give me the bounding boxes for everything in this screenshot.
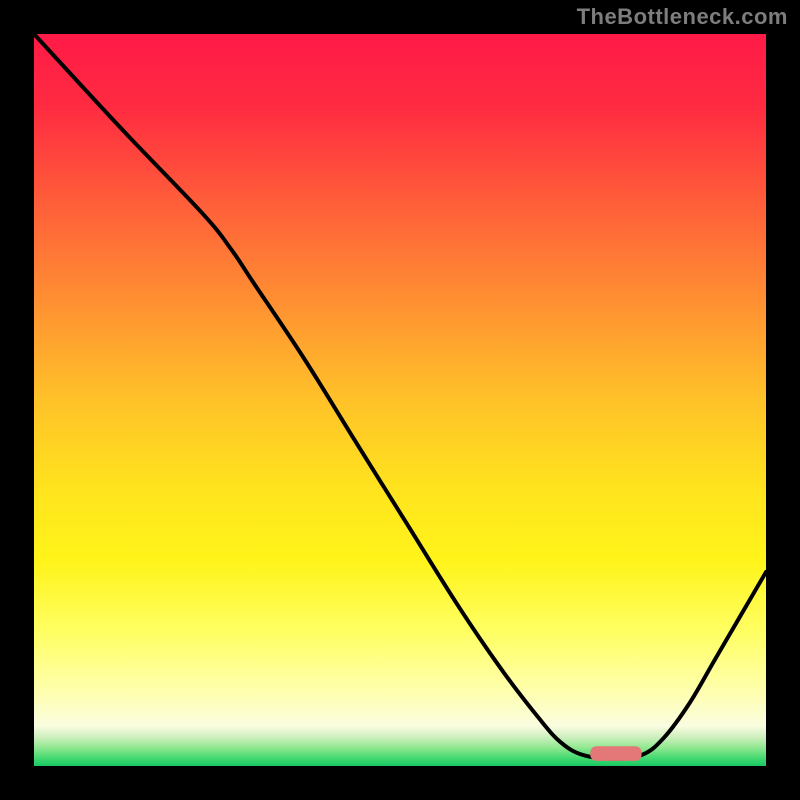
watermark-text: TheBottleneck.com	[577, 4, 788, 30]
chart-container: TheBottleneck.com	[0, 0, 800, 800]
optimal-range-marker	[590, 746, 641, 761]
bottleneck-chart	[0, 0, 800, 800]
plot-area	[34, 34, 766, 766]
